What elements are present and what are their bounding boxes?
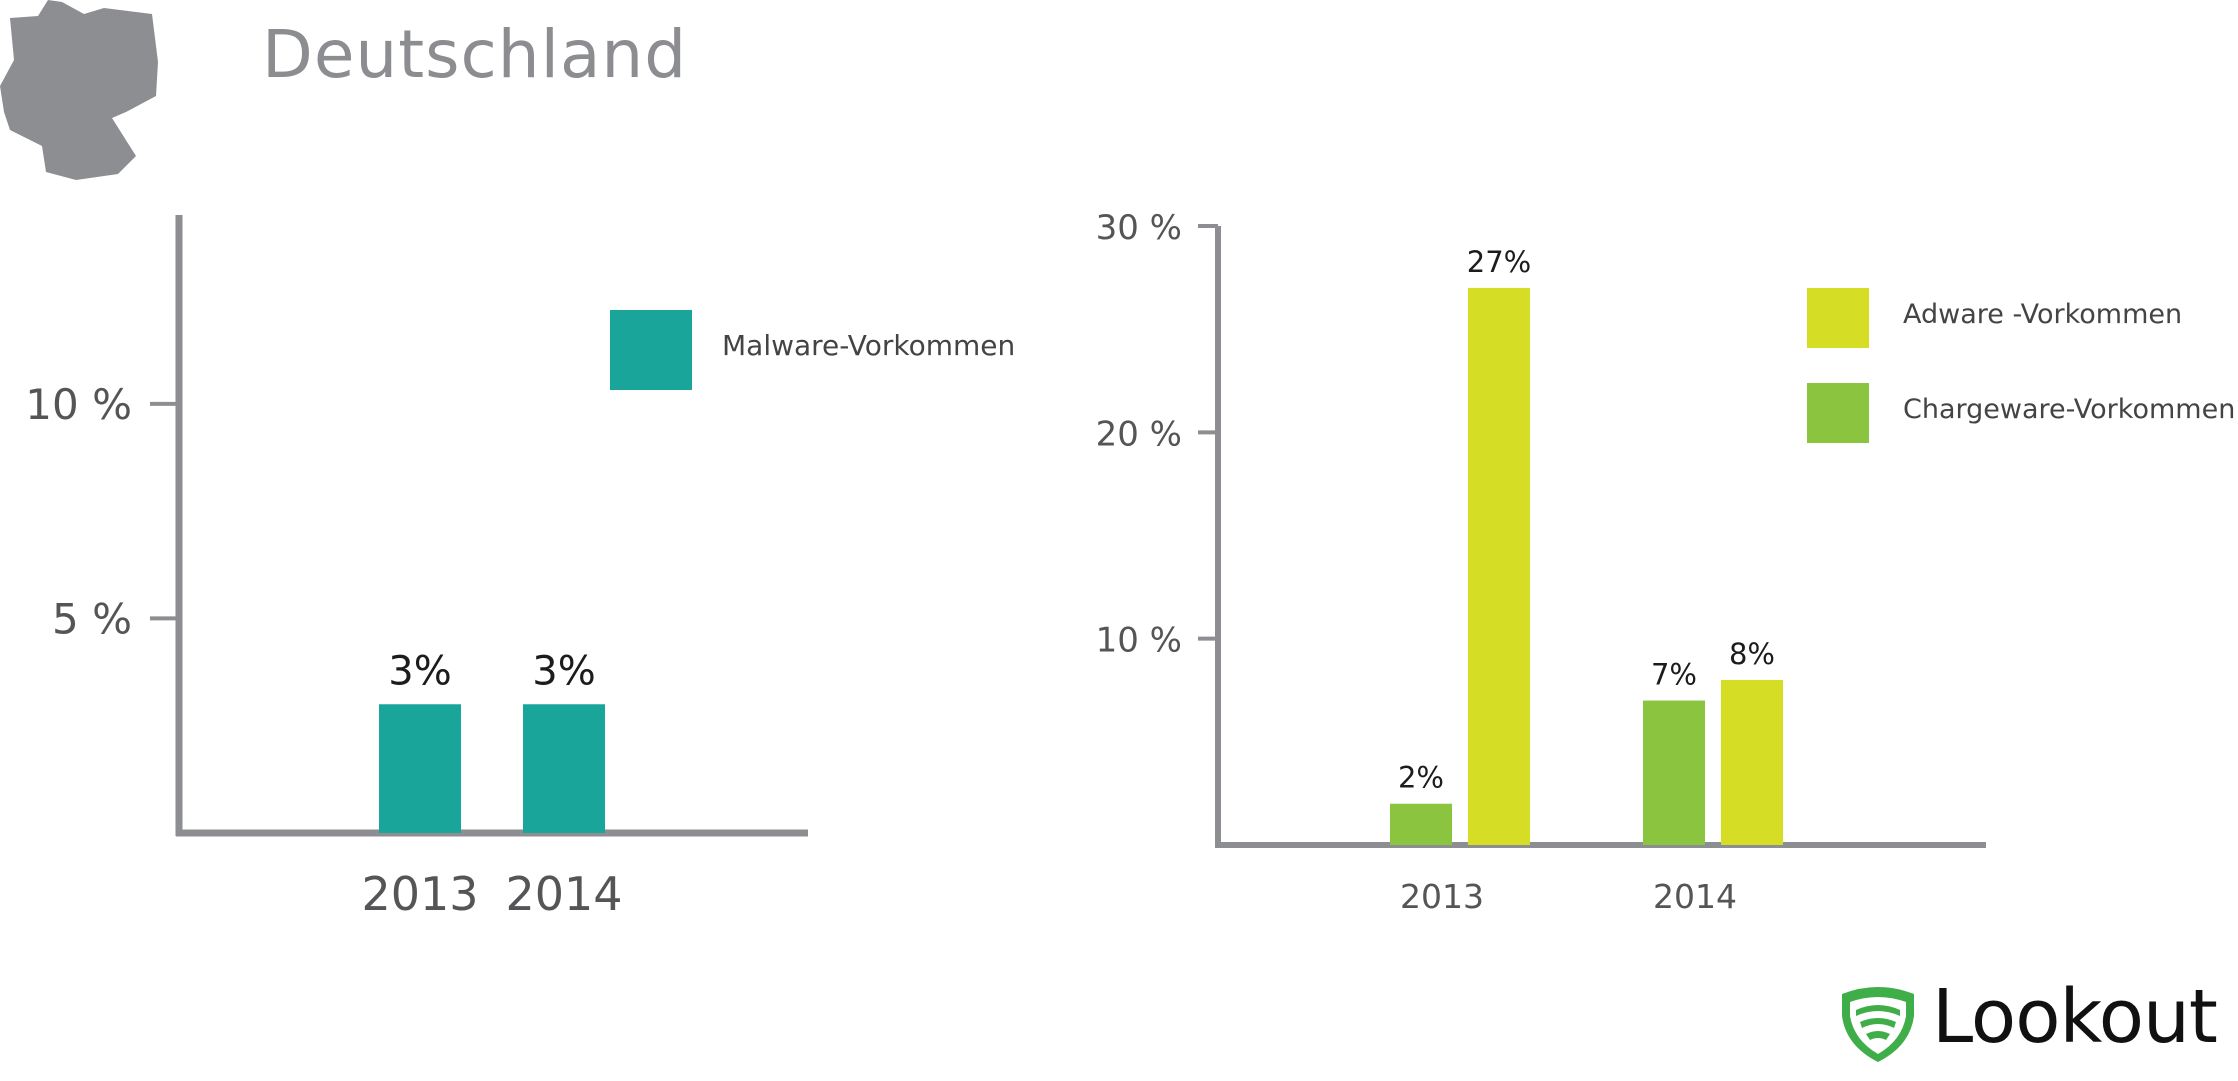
logo-wordmark: Lookout (1932, 974, 2218, 1060)
adware-chargeware-bar-chart: 10 % 20 % 30 % 2% 27% 2013 7% 8% 2014 Adware -Vor… (1096, 208, 2236, 916)
header: Deutschland (0, 0, 760, 190)
y-tick-label: 20 % (1096, 414, 1182, 454)
bar-malware-2014 (523, 704, 605, 833)
shield-wifi-icon (1842, 987, 1914, 1062)
y-tick-label: 10 % (25, 380, 132, 429)
data-label: 2% (1398, 761, 1444, 795)
legend-label-adware-vorkommen: Adware -Vorkommen (1903, 299, 2182, 330)
germany-map-icon (0, 0, 158, 180)
legend-label-malware: Malware-Vorkommen (722, 329, 1015, 362)
data-label: 27% (1467, 245, 1531, 279)
legend-swatch-chargeware-vorkommen (1807, 383, 1869, 443)
data-label: 8% (1729, 637, 1775, 671)
bar-malware-2013 (379, 704, 461, 833)
x-category-label: 2014 (1653, 877, 1737, 916)
data-label: 7% (1651, 658, 1697, 692)
y-tick-label: 30 % (1096, 208, 1182, 248)
x-category-label: 2013 (361, 867, 478, 921)
lookout-logo: Lookout (1836, 974, 2236, 1066)
data-label: 3% (532, 648, 595, 694)
y-tick-label: 5 % (52, 594, 132, 643)
malware-bar-chart: 5 % 10 % 3% 2013 3% 2014 Malware-Vorkommen (25, 215, 1015, 921)
bar-chargeware-vorkommen-2013 (1390, 803, 1452, 845)
page-title: Deutschland (262, 16, 688, 93)
x-category-label: 2014 (505, 867, 622, 921)
legend-swatch-adware-vorkommen (1807, 288, 1869, 348)
legend-swatch-malware (610, 310, 692, 390)
bar-adware-vorkommen-2014 (1721, 679, 1783, 845)
data-label: 3% (388, 648, 451, 694)
bar-adware-vorkommen-2013 (1468, 287, 1530, 845)
legend-label-chargeware-vorkommen: Chargeware-Vorkommen (1903, 394, 2235, 425)
x-category-label: 2013 (1400, 877, 1484, 916)
bar-chargeware-vorkommen-2014 (1643, 700, 1705, 845)
y-tick-label: 10 % (1096, 621, 1182, 661)
